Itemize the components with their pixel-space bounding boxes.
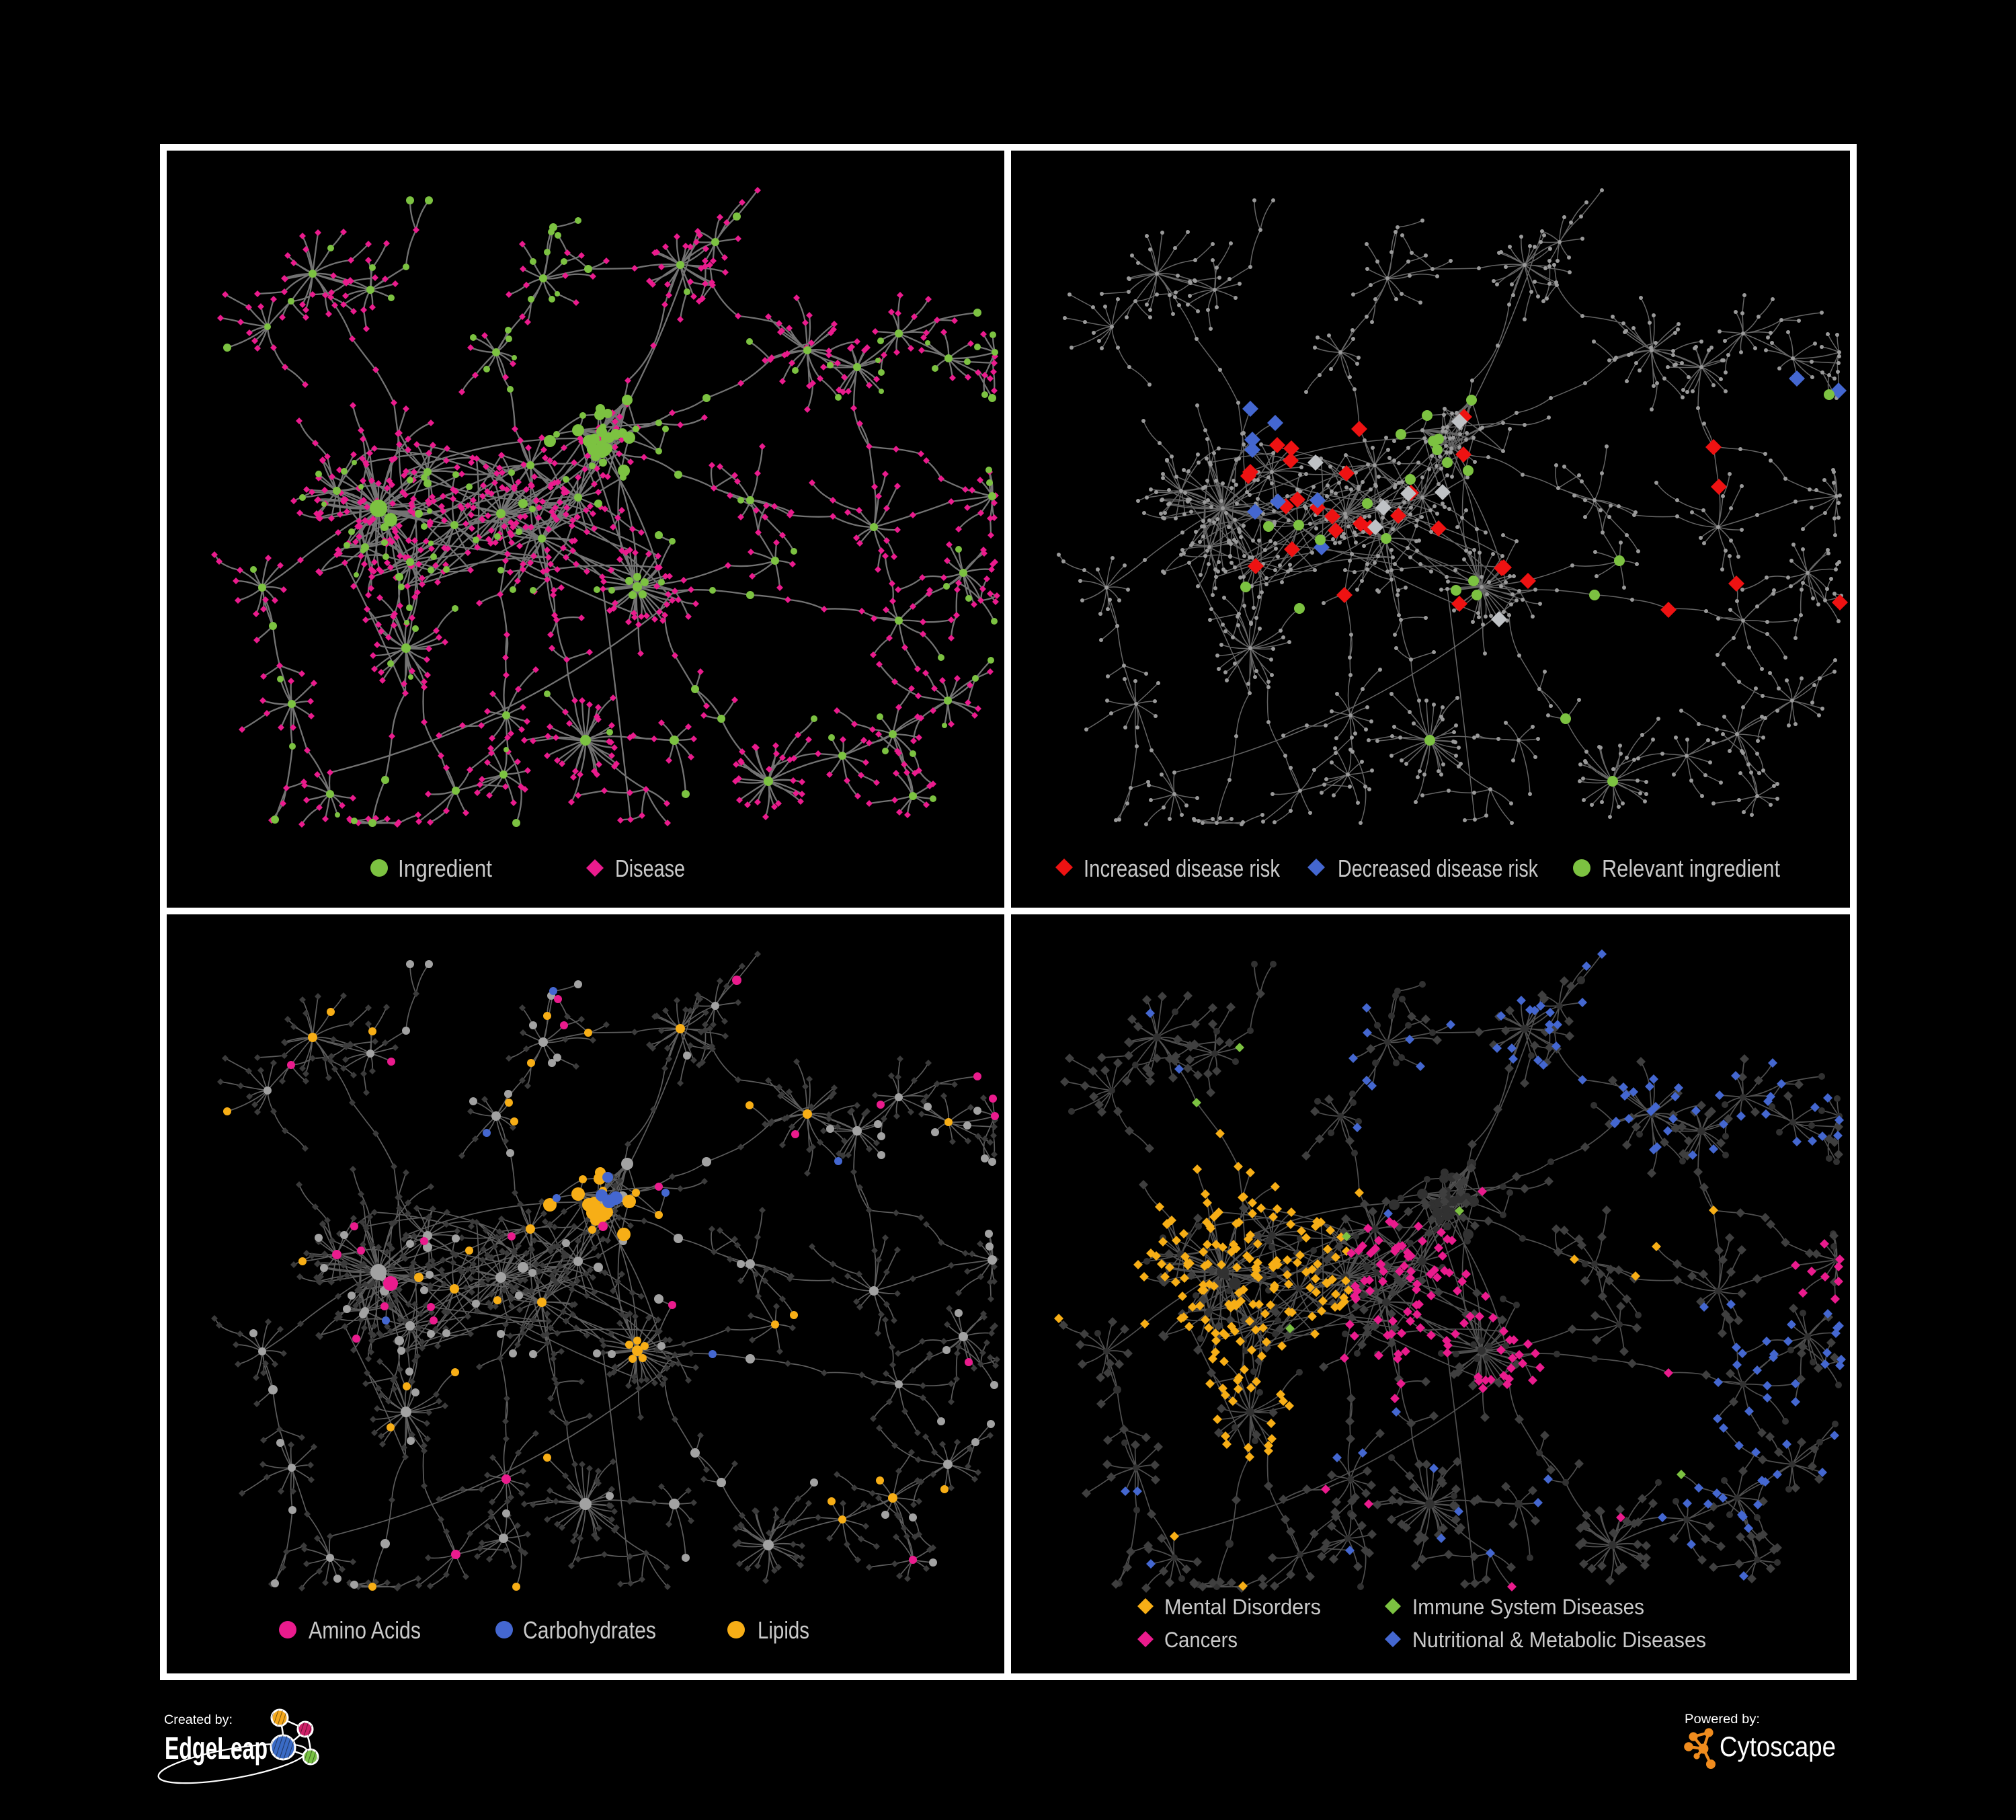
svg-text:Amino Acids: Amino Acids [309, 1616, 421, 1644]
svg-text:EdgeLeap: EdgeLeap [165, 1731, 268, 1766]
svg-text:Nutritional & Metabolic Diseas: Nutritional & Metabolic Diseases [1412, 1628, 1706, 1652]
svg-text:Mental Disorders: Mental Disorders [1164, 1595, 1321, 1619]
svg-text:Immune System Diseases: Immune System Diseases [1412, 1595, 1644, 1619]
svg-text:Increased disease risk: Increased disease risk [1084, 855, 1281, 882]
svg-text:Created by:: Created by: [164, 1713, 233, 1727]
svg-text:Disease: Disease [615, 855, 685, 882]
svg-text:Cancers: Cancers [1164, 1628, 1238, 1652]
svg-text:Carbohydrates: Carbohydrates [523, 1616, 656, 1644]
svg-text:Relevant ingredient: Relevant ingredient [1602, 855, 1780, 882]
svg-text:Cytoscape: Cytoscape [1720, 1731, 1836, 1762]
svg-text:Powered by:: Powered by: [1685, 1712, 1760, 1727]
svg-text:Decreased disease risk: Decreased disease risk [1338, 855, 1539, 882]
svg-text:Ingredient: Ingredient [398, 855, 492, 882]
svg-text:Lipids: Lipids [758, 1616, 809, 1644]
